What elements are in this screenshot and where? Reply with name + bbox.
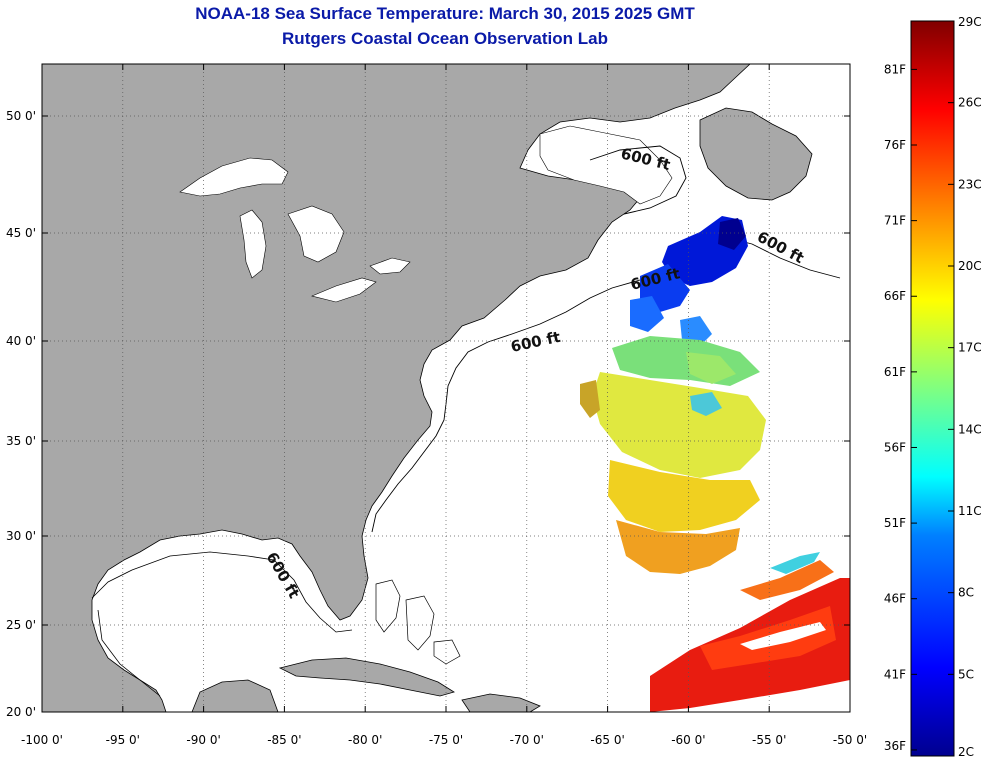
colorbar-celsius-label: 29C <box>958 15 982 29</box>
longitude-label: -65 0' <box>590 733 624 747</box>
colorbar-celsius-label: 17C <box>958 341 982 355</box>
colorbar-fahrenheit-label: 66F <box>884 289 906 303</box>
colorbar-fahrenheit-label: 46F <box>884 592 906 606</box>
colorbar-fahrenheit-label: 51F <box>884 516 906 530</box>
cuba-land <box>278 657 455 697</box>
axis-ticks <box>41 64 851 713</box>
longitude-label: -80 0' <box>348 733 382 747</box>
lake-michigan <box>239 209 267 279</box>
colorbar-celsius-label: 14C <box>958 422 982 436</box>
lake-ontario <box>369 257 411 275</box>
colorbar-fahrenheit-label: 36F <box>884 739 906 753</box>
north-america-land <box>42 64 751 712</box>
latitude-label: 30 0' <box>6 529 36 543</box>
sst-mid-field <box>580 336 766 574</box>
latitude-label: 25 0' <box>6 618 36 632</box>
colorbar-celsius-label: 8C <box>958 586 974 600</box>
latitude-label: 45 0' <box>6 226 36 240</box>
longitude-label: -90 0' <box>186 733 220 747</box>
colorbar-celsius-label: 2C <box>958 745 974 759</box>
map-title: NOAA-18 Sea Surface Temperature: March 3… <box>195 4 695 23</box>
lake-huron <box>287 205 345 263</box>
colorbar-fahrenheit-label: 56F <box>884 440 906 454</box>
latitude-label: 20 0' <box>6 705 36 719</box>
longitude-label: -100 0' <box>21 733 63 747</box>
hispaniola-land <box>461 693 541 712</box>
lake-superior <box>179 157 289 197</box>
gulf-of-st-lawrence <box>539 125 673 205</box>
colorbar-celsius-label: 23C <box>958 177 982 191</box>
map-subtitle: Rutgers Coastal Ocean Observation Lab <box>282 29 608 48</box>
labrador-isobath <box>589 145 687 215</box>
sst-warm-band <box>650 552 850 712</box>
latitude-labels: 50 0' 45 0' 40 0' 35 0' 30 0' 25 0' 20 0' <box>6 109 36 719</box>
longitude-label: -75 0' <box>429 733 463 747</box>
longitude-label: -50 0' <box>833 733 867 747</box>
latitude-label: 50 0' <box>6 109 36 123</box>
latitude-label: 35 0' <box>6 434 36 448</box>
newfoundland-land <box>699 107 813 201</box>
colorbar-celsius-label: 26C <box>958 96 982 110</box>
colorbar-celsius-labels: 29C 26C 23C 20C 17C 14C 11C 8C 5C 2C <box>958 15 982 759</box>
colorbar-fahrenheit-label: 61F <box>884 365 906 379</box>
latitude-label: 40 0' <box>6 334 36 348</box>
longitude-label: -70 0' <box>510 733 544 747</box>
longitude-label: -85 0' <box>267 733 301 747</box>
gulf-shelf-isobath-west <box>97 609 161 697</box>
colorbar-celsius-label: 5C <box>958 667 974 681</box>
colorbar-fahrenheit-label: 81F <box>884 62 906 76</box>
colorbar-ticks <box>911 20 954 757</box>
graticule <box>42 64 850 712</box>
colorbar-celsius-label: 11C <box>958 504 982 518</box>
colorbar-fahrenheit-labels: 81F 76F 71F 66F 61F 56F 51F 46F 41F 36F <box>884 62 906 753</box>
colorbar <box>910 20 955 757</box>
yucatan-land <box>191 679 279 712</box>
longitude-labels: -100 0' -95 0' -90 0' -85 0' -80 0' -75 0' -70… <box>21 733 867 747</box>
gulf-shelf-isobath <box>91 551 353 633</box>
longitude-label: -55 0' <box>752 733 786 747</box>
longitude-label: -60 0' <box>671 733 705 747</box>
colorbar-fahrenheit-label: 71F <box>884 214 906 228</box>
colorbar-fahrenheit-label: 76F <box>884 138 906 152</box>
colorbar-celsius-label: 20C <box>958 259 982 273</box>
lake-erie <box>311 277 377 303</box>
longitude-label: -95 0' <box>106 733 140 747</box>
bahamas-banks <box>375 579 461 665</box>
colorbar-fahrenheit-label: 41F <box>884 667 906 681</box>
